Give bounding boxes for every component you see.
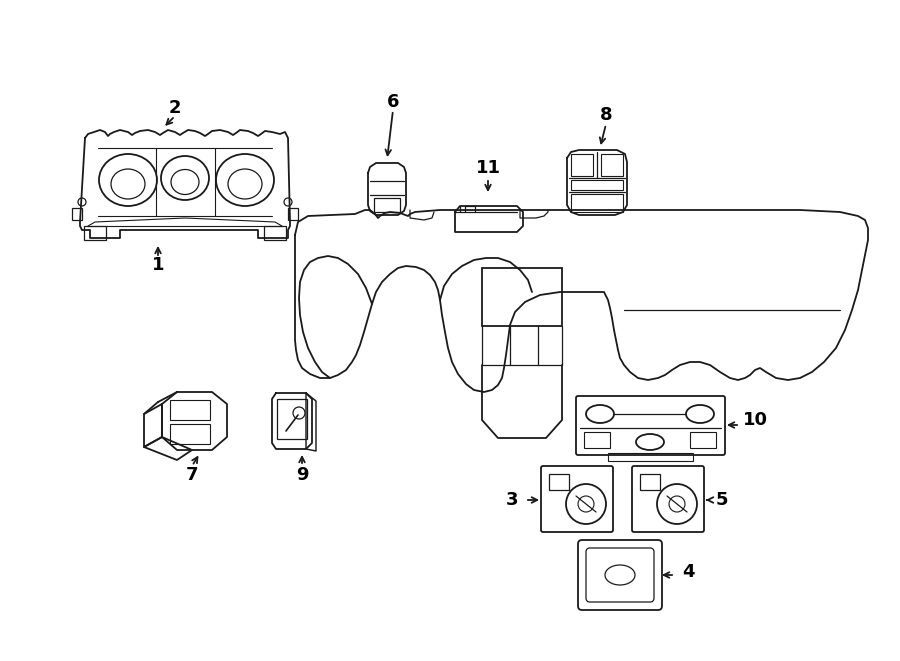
Bar (170, 400, 210, 420)
Bar (601, 154, 623, 176)
Bar (571, 180, 623, 190)
Bar (608, 453, 693, 461)
Bar (72, 208, 82, 220)
Bar (277, 399, 307, 439)
Bar (170, 424, 210, 444)
Bar (84, 226, 106, 240)
Text: 8: 8 (599, 106, 612, 124)
Bar (288, 208, 298, 220)
Text: 7: 7 (185, 466, 198, 484)
Bar (690, 432, 716, 448)
Bar (374, 198, 400, 212)
Text: 4: 4 (682, 563, 694, 581)
Text: 10: 10 (742, 411, 768, 429)
Text: 1: 1 (152, 256, 164, 274)
Text: 11: 11 (475, 159, 500, 177)
Text: 2: 2 (169, 99, 181, 117)
Bar (640, 474, 660, 490)
Bar (482, 268, 562, 326)
Text: 9: 9 (296, 466, 308, 484)
Bar (549, 474, 569, 490)
Text: 6: 6 (387, 93, 400, 111)
Text: 5: 5 (716, 491, 728, 509)
Bar (571, 194, 623, 212)
Bar (264, 226, 286, 240)
Text: 3: 3 (506, 491, 518, 509)
Bar (584, 432, 610, 448)
Bar (571, 154, 593, 176)
